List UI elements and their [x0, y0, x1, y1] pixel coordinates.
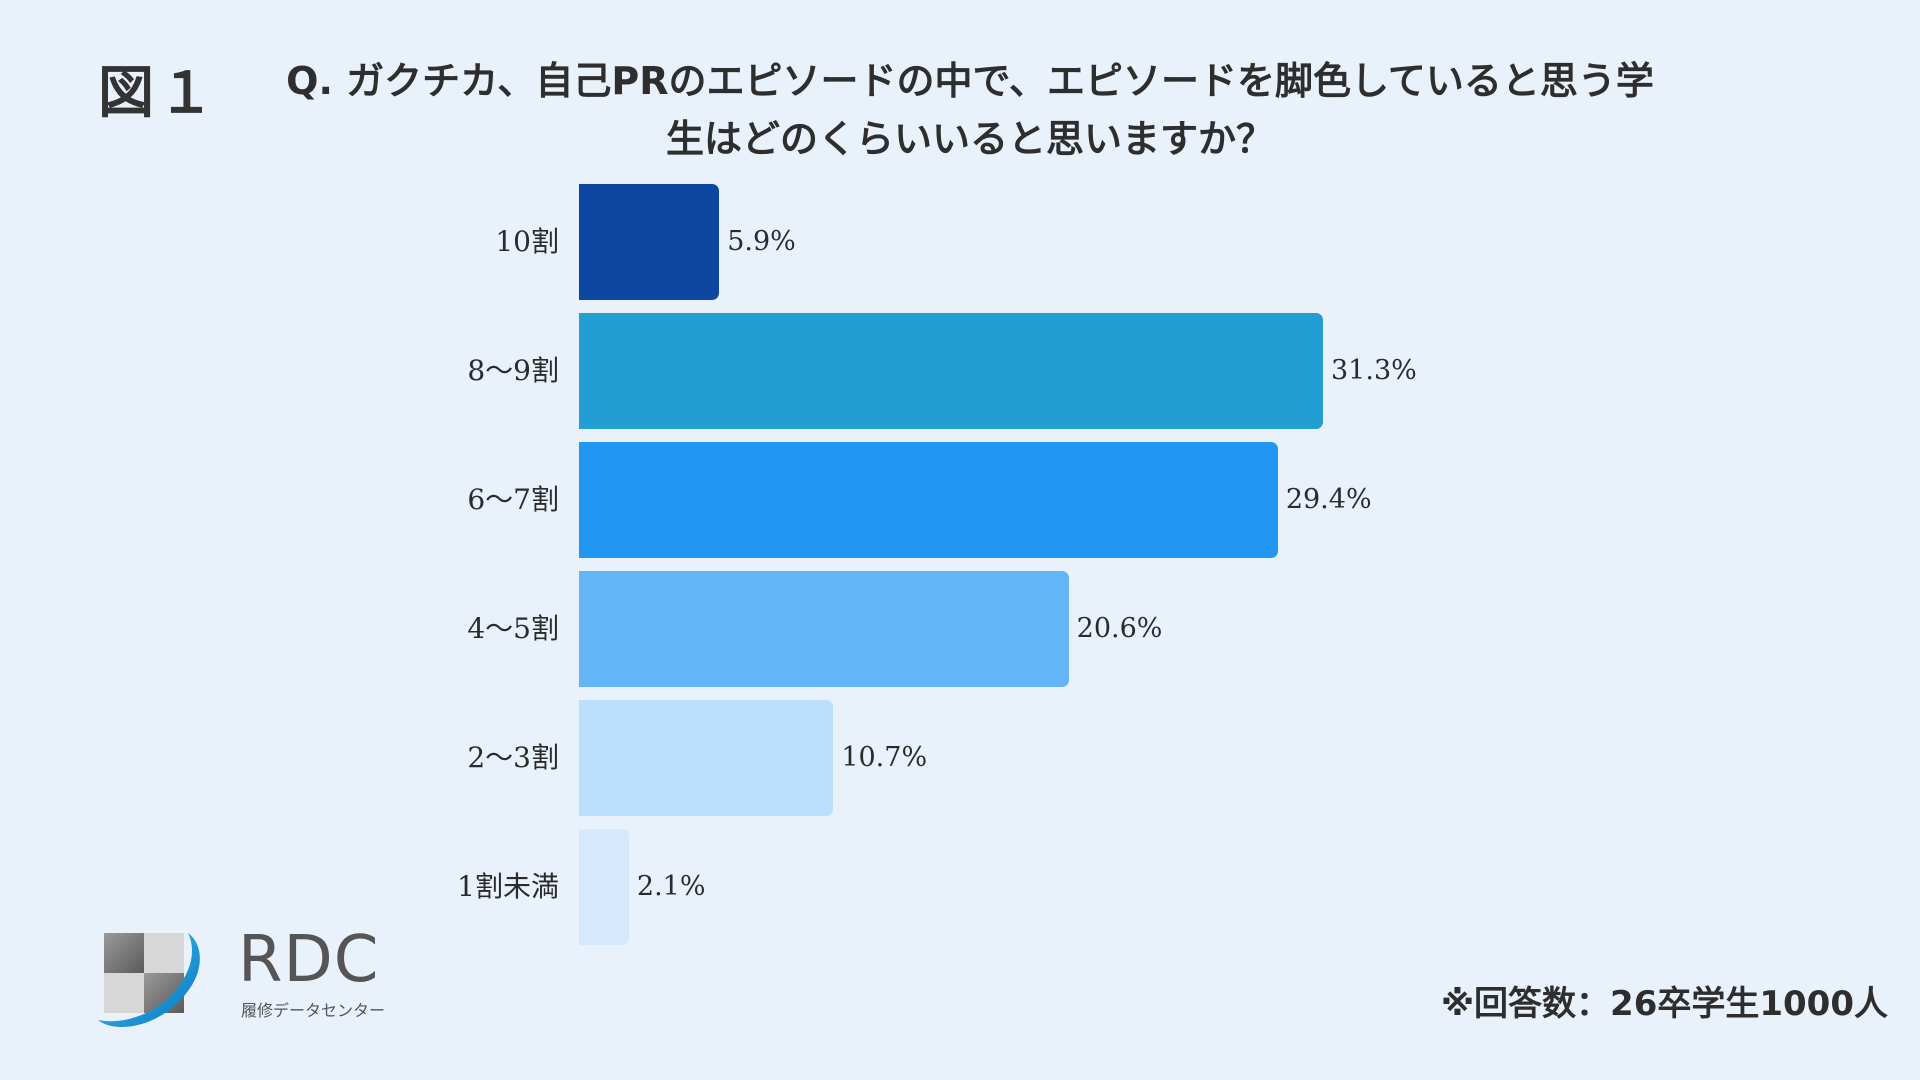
value-label: 29.4%	[1285, 484, 1372, 515]
category-label: 2～3割	[467, 741, 559, 774]
respondent-note: ※回答数：26卒学生1000人	[1441, 984, 1888, 1024]
category-label: 1割未満	[457, 870, 559, 903]
bar	[579, 829, 629, 945]
figure-label: 図１	[98, 61, 218, 126]
chart-title-line-2: 生はどのくらいいると思いますか？	[665, 117, 1274, 161]
logo-name: RDC	[238, 923, 380, 997]
bar	[579, 313, 1323, 429]
bar	[579, 184, 720, 300]
rdc-logo-icon	[98, 933, 200, 1027]
bar	[579, 442, 1278, 558]
value-label: 10.7%	[841, 742, 928, 773]
rdc-logo: RDC 履修データセンター	[96, 925, 426, 1035]
value-label: 31.3%	[1331, 355, 1417, 386]
bar	[579, 700, 834, 816]
bar	[579, 571, 1069, 687]
chart-title: Q. ガクチカ、自己PRのエピソードの中で、エピソードを脚色していると思う学 生…	[270, 52, 1670, 168]
category-label: 6～7割	[467, 483, 559, 516]
category-label: 4～5割	[467, 612, 559, 645]
value-label: 5.9%	[727, 226, 796, 257]
chart-title-line-1: Q. ガクチカ、自己PRのエピソードの中で、エピソードを脚色していると思う学	[286, 59, 1654, 103]
value-label: 2.1%	[636, 871, 706, 902]
logo-subtitle: 履修データセンター	[241, 1001, 386, 1020]
category-label: 10割	[495, 225, 559, 258]
category-label: 8～9割	[467, 354, 559, 387]
value-label: 20.6%	[1076, 613, 1163, 644]
